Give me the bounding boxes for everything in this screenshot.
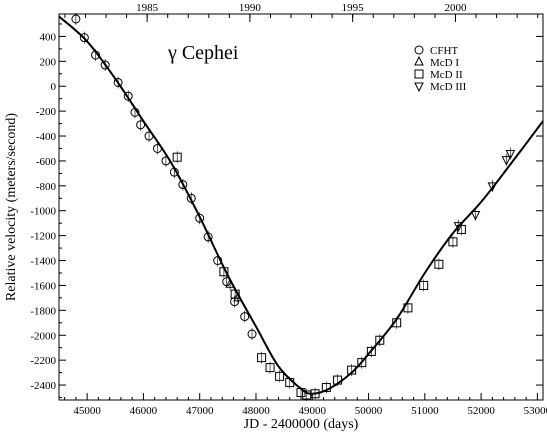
y-tick-label: -1800 (30, 305, 56, 317)
data-point (296, 388, 306, 398)
data-point (240, 312, 250, 322)
x-tick-label: 51000 (411, 405, 439, 417)
top-tick-label: 1995 (342, 2, 365, 14)
top-tick-label: 2000 (444, 2, 467, 14)
axis-ticks: 45000 46000 47000 48000 49000 50000 51000 52000… (30, 2, 547, 417)
data-point (113, 77, 123, 87)
fit-curve (58, 15, 544, 395)
chart-title: γ Cephei (167, 42, 239, 64)
legend-entry: McD II (430, 69, 463, 81)
data-point (178, 180, 188, 190)
y-tick-label: -2400 (30, 380, 56, 392)
data-point (448, 237, 458, 247)
x-tick-label: 48000 (242, 405, 270, 417)
data-point (470, 210, 481, 221)
y-tick-label: -2000 (30, 330, 56, 342)
data-point (321, 383, 331, 393)
legend-marker (414, 82, 424, 93)
y-tick-label: 200 (40, 56, 57, 68)
data-point (144, 131, 154, 141)
data-point (434, 259, 444, 269)
x-axis-label: JD - 2400000 (days) (244, 417, 359, 432)
data-point (91, 50, 101, 60)
y-tick-label: 0 (51, 81, 57, 93)
y-axis-label: Relative velocity (meters/second) (4, 113, 19, 301)
y-tick-label: -2200 (30, 355, 56, 367)
x-tick-label: 47000 (186, 405, 214, 417)
y-tick-label: -1600 (30, 280, 56, 292)
data-point (233, 291, 243, 302)
data-point (375, 335, 385, 345)
data-point (403, 303, 413, 313)
data-point (366, 346, 376, 356)
legend-marker (414, 55, 424, 66)
top-tick-label: 1990 (239, 2, 262, 14)
data-point (213, 256, 223, 266)
y-tick-label: -200 (36, 106, 57, 118)
y-tick-label: -400 (36, 131, 57, 143)
data-point (333, 375, 343, 385)
data-point (203, 232, 213, 242)
data-point (392, 318, 402, 328)
y-tick-label: -800 (36, 181, 57, 193)
data-point (152, 143, 162, 153)
x-tick-label: 45000 (73, 405, 101, 417)
legend-entry: McD I (430, 57, 459, 69)
y-tick-label: -600 (36, 156, 57, 168)
data-point (79, 33, 89, 43)
data-point (487, 182, 498, 192)
x-tick-label: 53000 (524, 405, 547, 417)
data-point (419, 280, 429, 290)
data-point (71, 14, 81, 24)
x-tick-label: 50000 (355, 405, 383, 417)
data-point (501, 156, 512, 166)
legend-entry: McD III (430, 81, 467, 93)
data-point (225, 278, 235, 288)
x-tick-label: 46000 (130, 405, 158, 417)
data-point (100, 60, 110, 70)
data-point (247, 329, 257, 339)
data-point (161, 156, 171, 166)
y-tick-label: 400 (40, 31, 57, 43)
data-point (453, 222, 464, 232)
data-point (219, 267, 229, 277)
y-tick-label: -1400 (30, 256, 56, 268)
data-point (230, 297, 240, 307)
legend-entry: CFHT (430, 45, 458, 57)
data-point (310, 389, 320, 399)
data-point (347, 365, 357, 375)
data-point (285, 378, 295, 388)
y-tick-label: -1000 (30, 206, 56, 218)
data-point (172, 152, 182, 162)
data-point (265, 363, 275, 373)
data-point (123, 91, 133, 101)
data-point (195, 213, 205, 223)
data-points (71, 12, 516, 402)
fit-curve-layer (58, 15, 544, 395)
data-point (357, 358, 367, 368)
y-tick-label: -1200 (30, 231, 56, 243)
data-point (230, 289, 240, 299)
legend-marker (414, 69, 424, 79)
data-point (169, 167, 179, 177)
data-point (505, 149, 516, 160)
data-point (257, 353, 267, 363)
data-point (136, 120, 146, 130)
data-point (186, 193, 196, 203)
plot-frame (58, 13, 544, 401)
x-tick-label: 52000 (467, 405, 495, 417)
legend-marker (414, 45, 424, 55)
x-tick-label: 49000 (299, 405, 327, 417)
data-point (130, 107, 140, 117)
top-tick-label: 1985 (136, 2, 159, 14)
data-point (275, 371, 285, 381)
